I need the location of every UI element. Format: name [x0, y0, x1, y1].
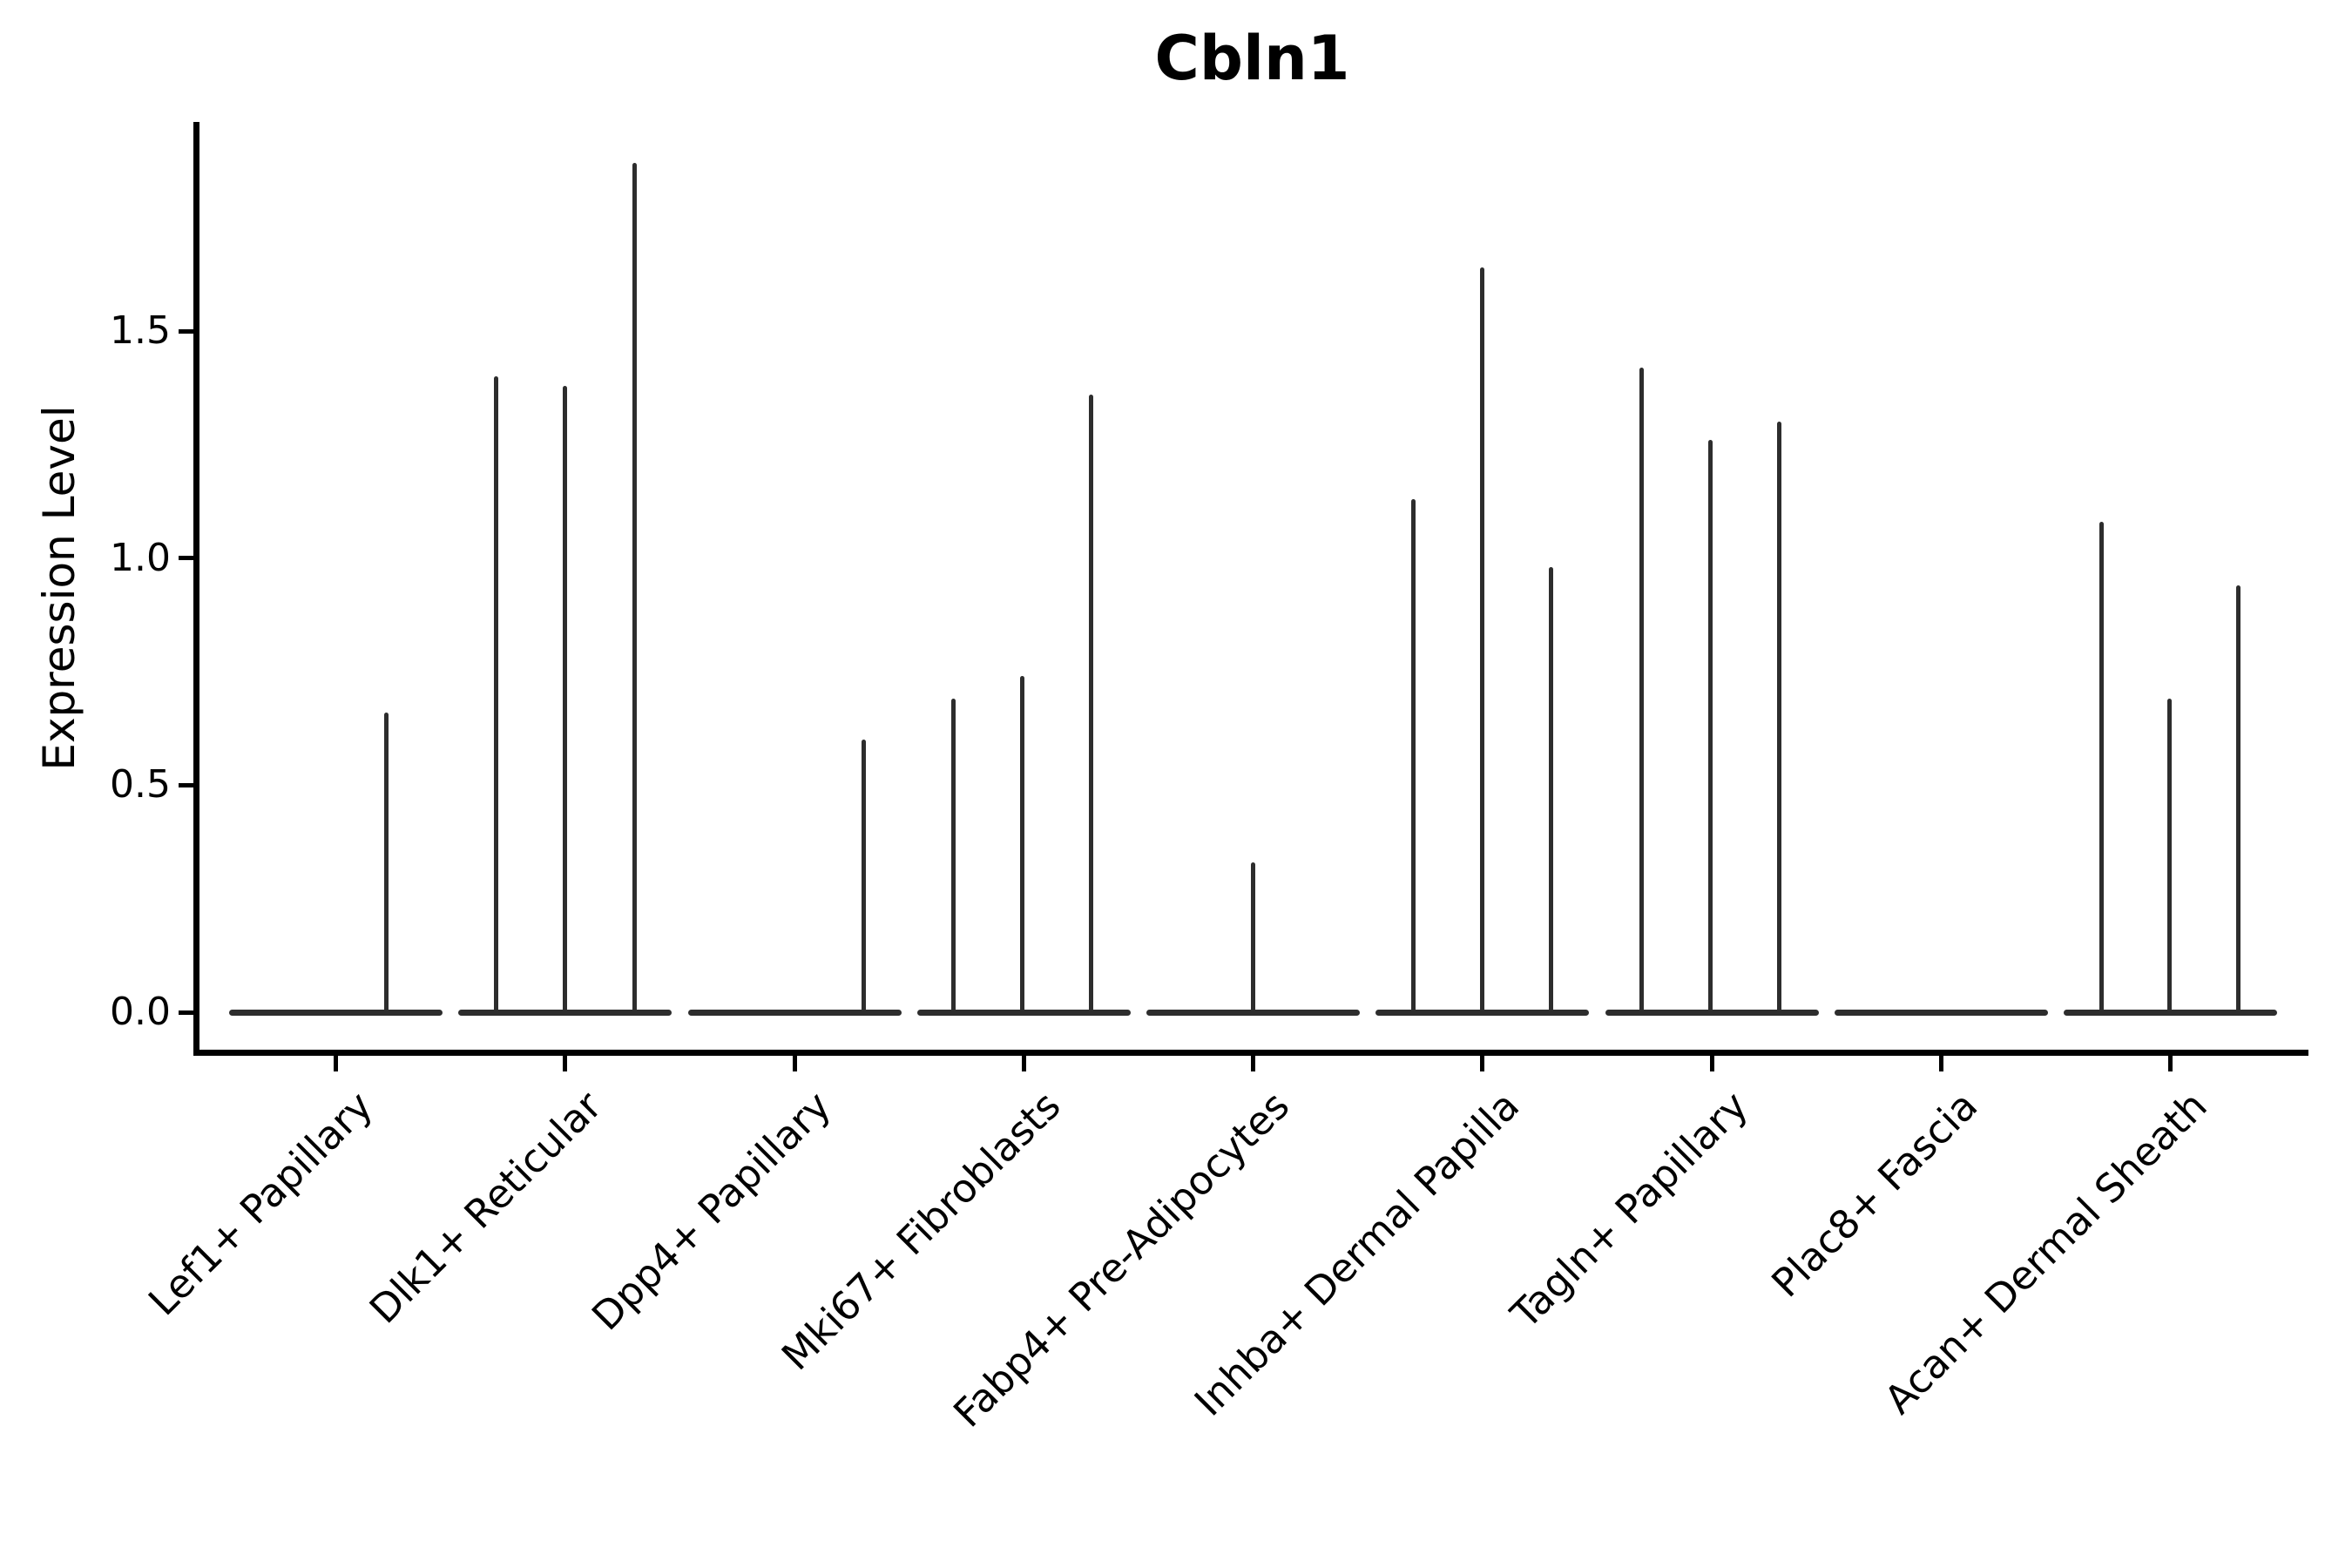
x-tick-label: Dpp4+ Papillary [583, 1082, 841, 1340]
y-tick-label: 1.0 [110, 535, 171, 580]
y-tick-mark [179, 556, 193, 561]
violin-spike [2099, 521, 2104, 1015]
violin-spike [2236, 585, 2241, 1015]
violin-spike [1479, 267, 1484, 1015]
violin-spike [1020, 676, 1025, 1015]
x-tick-mark [1480, 1054, 1485, 1071]
y-tick-mark [179, 782, 193, 787]
violin-baseline [229, 1009, 443, 1016]
y-axis-label: Expression Level [34, 405, 84, 771]
x-tick-label: Plac8+ Fascia [1762, 1082, 1987, 1307]
x-tick-mark [334, 1054, 338, 1071]
x-tick-mark [563, 1054, 568, 1071]
violin-spike [493, 376, 498, 1015]
y-tick-label: 0.5 [110, 762, 171, 808]
x-tick-mark [1938, 1054, 1943, 1071]
violin-spike [1089, 394, 1094, 1015]
violin-spike [1639, 367, 1645, 1015]
violin-spike [2167, 699, 2173, 1015]
y-tick-label: 0.0 [110, 990, 171, 1034]
violin-spike [1410, 498, 1416, 1015]
y-axis-spine [193, 122, 199, 1056]
violin-spike [861, 740, 866, 1015]
x-tick-mark [792, 1054, 797, 1071]
x-tick-mark [1251, 1054, 1255, 1071]
violin-spike [1776, 422, 1781, 1015]
violin-spike [951, 699, 956, 1015]
violin-spike [1708, 440, 1713, 1015]
violin-spike [1549, 567, 1554, 1015]
x-axis-spine [193, 1050, 2308, 1056]
violin-spike [632, 163, 637, 1015]
violin-baseline [1834, 1009, 2048, 1016]
chart-title: Cbln1 [1154, 23, 1350, 94]
x-tick-label: Dlk1+ Reticular [360, 1082, 611, 1333]
x-tick-label: Lef1+ Papillary [139, 1082, 382, 1325]
violin-baseline [687, 1009, 902, 1016]
y-tick-mark [179, 1010, 193, 1015]
x-tick-mark [1709, 1054, 1714, 1071]
y-tick-label: 1.5 [110, 308, 171, 353]
x-tick-mark [1021, 1054, 1026, 1071]
violin-spike [563, 385, 568, 1015]
x-tick-label: Tagln+ Papillary [1502, 1082, 1758, 1338]
y-tick-mark [179, 328, 193, 334]
x-tick-mark [2168, 1054, 2173, 1071]
violin-spike [383, 712, 389, 1015]
violin-spike [1250, 862, 1255, 1015]
